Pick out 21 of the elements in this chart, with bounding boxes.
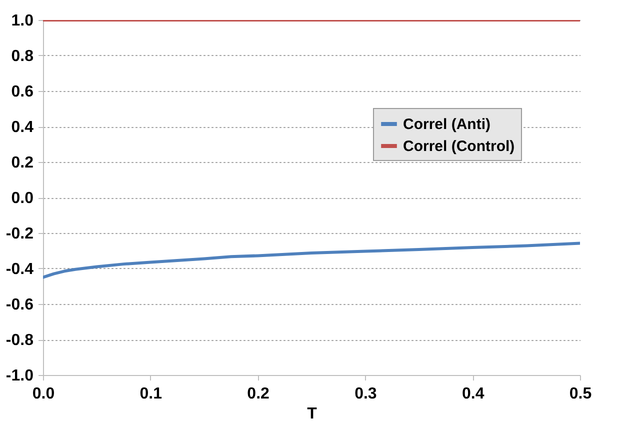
x-tick-label: 0.1 — [140, 386, 162, 402]
y-tick-label: -0.2 — [6, 226, 34, 242]
legend-label: Correl (Control) — [403, 138, 515, 155]
x-tick-label: 0.4 — [462, 386, 484, 402]
y-tick-label: 0.8 — [11, 48, 34, 65]
line-series — [43, 242, 580, 279]
y-tick-label: -1.0 — [6, 368, 34, 384]
y-tick-label: 0.6 — [11, 84, 34, 100]
y-tick-label: -0.4 — [6, 261, 34, 278]
y-tick-label: -0.8 — [6, 332, 34, 349]
x-tick-label: 0.5 — [569, 386, 592, 402]
x-tick-label: 0.0 — [32, 386, 55, 402]
y-tick-label: 1.0 — [11, 12, 34, 30]
y-tick-label: -0.6 — [6, 296, 34, 314]
legend-label: Correl (Anti) — [403, 116, 490, 133]
x-tick-label: 0.3 — [354, 386, 377, 402]
y-tick-label: 0.2 — [11, 154, 34, 172]
y-tick-label: 0.4 — [11, 119, 34, 136]
x-axis-title: T — [307, 406, 318, 422]
x-tick-label: 0.2 — [247, 386, 270, 402]
y-tick-label: 0.0 — [11, 190, 34, 207]
